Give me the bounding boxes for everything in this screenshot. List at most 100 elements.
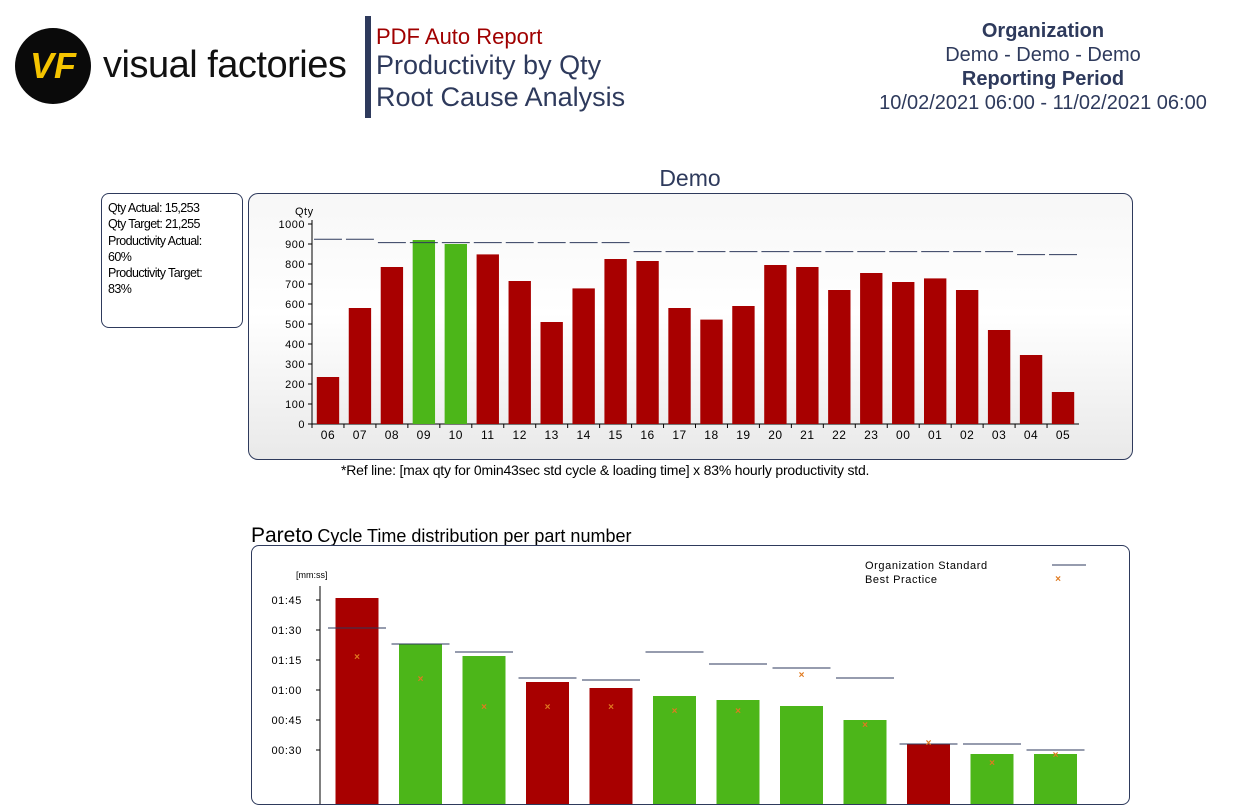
summary-line: 83%	[108, 282, 132, 297]
x-tick-label: 20	[768, 428, 782, 442]
header-divider	[365, 16, 371, 118]
x-tick-label: 09	[417, 428, 431, 442]
x-tick-label: 05	[1056, 428, 1070, 442]
y-tick-label: 300	[285, 359, 305, 371]
bar	[955, 290, 979, 424]
y-tick-label: 800	[285, 259, 305, 271]
summary-box: Qty Actual: 15,253 Qty Target: 21,255 Pr…	[101, 193, 243, 328]
y-tick-label: 700	[285, 279, 305, 291]
x-tick-label: 11	[481, 428, 494, 442]
y-tick-label: 500	[285, 319, 305, 331]
y-tick-label: 400	[285, 339, 305, 351]
logo-vf-icon: VF	[30, 45, 77, 86]
x-tick-label: 12	[513, 428, 527, 442]
x-tick-label: 03	[992, 428, 1006, 442]
x-tick-label: 23	[864, 428, 878, 442]
x-tick-label: 01	[928, 428, 942, 442]
best-practice-marker: ×	[862, 720, 868, 731]
bar	[462, 656, 506, 804]
summary-line: Productivity Actual:	[108, 233, 202, 248]
bar	[700, 319, 723, 424]
y-axis-label: [mm:ss]	[296, 570, 328, 580]
bar	[540, 322, 563, 424]
bar	[316, 377, 340, 424]
bar	[508, 281, 531, 424]
best-practice-marker: ×	[545, 702, 551, 713]
bar	[380, 267, 404, 424]
y-tick-label: 1000	[279, 219, 305, 231]
x-tick-label: 13	[545, 428, 559, 442]
y-tick-label: 600	[285, 299, 305, 311]
bar	[924, 278, 947, 424]
best-practice-marker: ×	[926, 738, 932, 749]
x-tick-label: 22	[832, 428, 846, 442]
y-tick-label: 00:30	[271, 745, 302, 757]
x-tick-label: 10	[449, 428, 463, 442]
bar	[668, 308, 691, 424]
y-axis-label: Qty	[295, 206, 314, 218]
chart1-frame: Qty 0 100 200 300 400 500 600 700 800 900 1000 06 07 0…	[248, 193, 1133, 460]
bar	[335, 598, 379, 804]
best-practice-marker: ×	[799, 670, 805, 681]
legend-label: Organization Standard	[865, 560, 988, 572]
bar	[476, 254, 499, 424]
best-practice-marker: ×	[418, 674, 424, 685]
y-tick-label: 100	[285, 399, 305, 411]
bar	[412, 240, 436, 424]
legend-best-practice-swatch: ×	[1055, 574, 1061, 585]
bar	[860, 273, 883, 424]
best-practice-marker: ×	[608, 702, 614, 713]
chart1-title: Demo	[659, 165, 721, 191]
bar	[828, 290, 851, 424]
reference-line-note: *Ref line: [max qty for 0min43sec std cy…	[341, 462, 870, 478]
best-practice-marker: ×	[735, 706, 741, 717]
best-practice-marker: ×	[672, 706, 678, 717]
y-tick-label: 0	[298, 419, 305, 431]
cycle-time-pareto-chart: [mm:ss] 00:30 00:45 01:00 01:15 01:30 01:45 × × ×…	[271, 560, 1086, 804]
bar	[1034, 754, 1077, 804]
x-tick-label: 02	[960, 428, 974, 442]
legend-label: Best Practice	[865, 574, 938, 586]
x-tick-label: 04	[1024, 428, 1038, 442]
bar	[987, 330, 1011, 424]
summary-line: Qty Target: 21,255	[108, 217, 200, 232]
bar	[526, 682, 569, 804]
organization-label: Organization	[981, 20, 1105, 42]
report-title-line2: Root Cause Analysis	[376, 82, 626, 112]
best-practice-marker: ×	[481, 702, 487, 713]
best-practice-marker: ×	[989, 758, 995, 769]
summary-line: Productivity Target:	[108, 266, 203, 281]
y-tick-label: 01:15	[271, 655, 302, 667]
x-tick-label: 17	[672, 428, 686, 442]
summary-line: 60%	[108, 249, 132, 264]
summary-line: Qty Actual: 15,253	[108, 201, 200, 215]
reporting-period-label: Reporting Period	[961, 68, 1125, 90]
pareto-title: Pareto Cycle Time distribution per part …	[251, 524, 631, 548]
y-tick-label: 01:00	[271, 685, 302, 697]
organization-value: Demo - Demo - Demo	[945, 44, 1141, 66]
y-tick-label: 900	[285, 239, 305, 251]
report-title-line1: Productivity by Qty	[376, 50, 602, 80]
x-tick-label: 00	[896, 428, 910, 442]
logo-mark-letters: VF	[30, 45, 77, 86]
bar	[444, 244, 467, 424]
x-tick-label: 15	[608, 428, 622, 442]
bar	[780, 706, 823, 804]
best-practice-marker: ×	[1053, 750, 1059, 761]
report-kind: PDF Auto Report	[376, 24, 543, 49]
bar	[764, 265, 787, 424]
x-tick-label: 18	[704, 428, 718, 442]
bar	[892, 282, 915, 424]
x-tick-label: 06	[321, 428, 335, 442]
bar	[732, 306, 755, 424]
pareto-title-main: Pareto	[251, 524, 313, 547]
chart2-frame: [mm:ss] 00:30 00:45 01:00 01:15 01:30 01:45 × × ×…	[251, 545, 1130, 805]
x-tick-label: 19	[736, 428, 750, 442]
x-tick-label: 08	[385, 428, 399, 442]
x-tick-label: 21	[800, 428, 814, 442]
bar	[796, 267, 819, 424]
logo-text: visual factories	[103, 44, 347, 86]
bar	[572, 288, 595, 424]
y-tick-label: 00:45	[271, 715, 302, 727]
